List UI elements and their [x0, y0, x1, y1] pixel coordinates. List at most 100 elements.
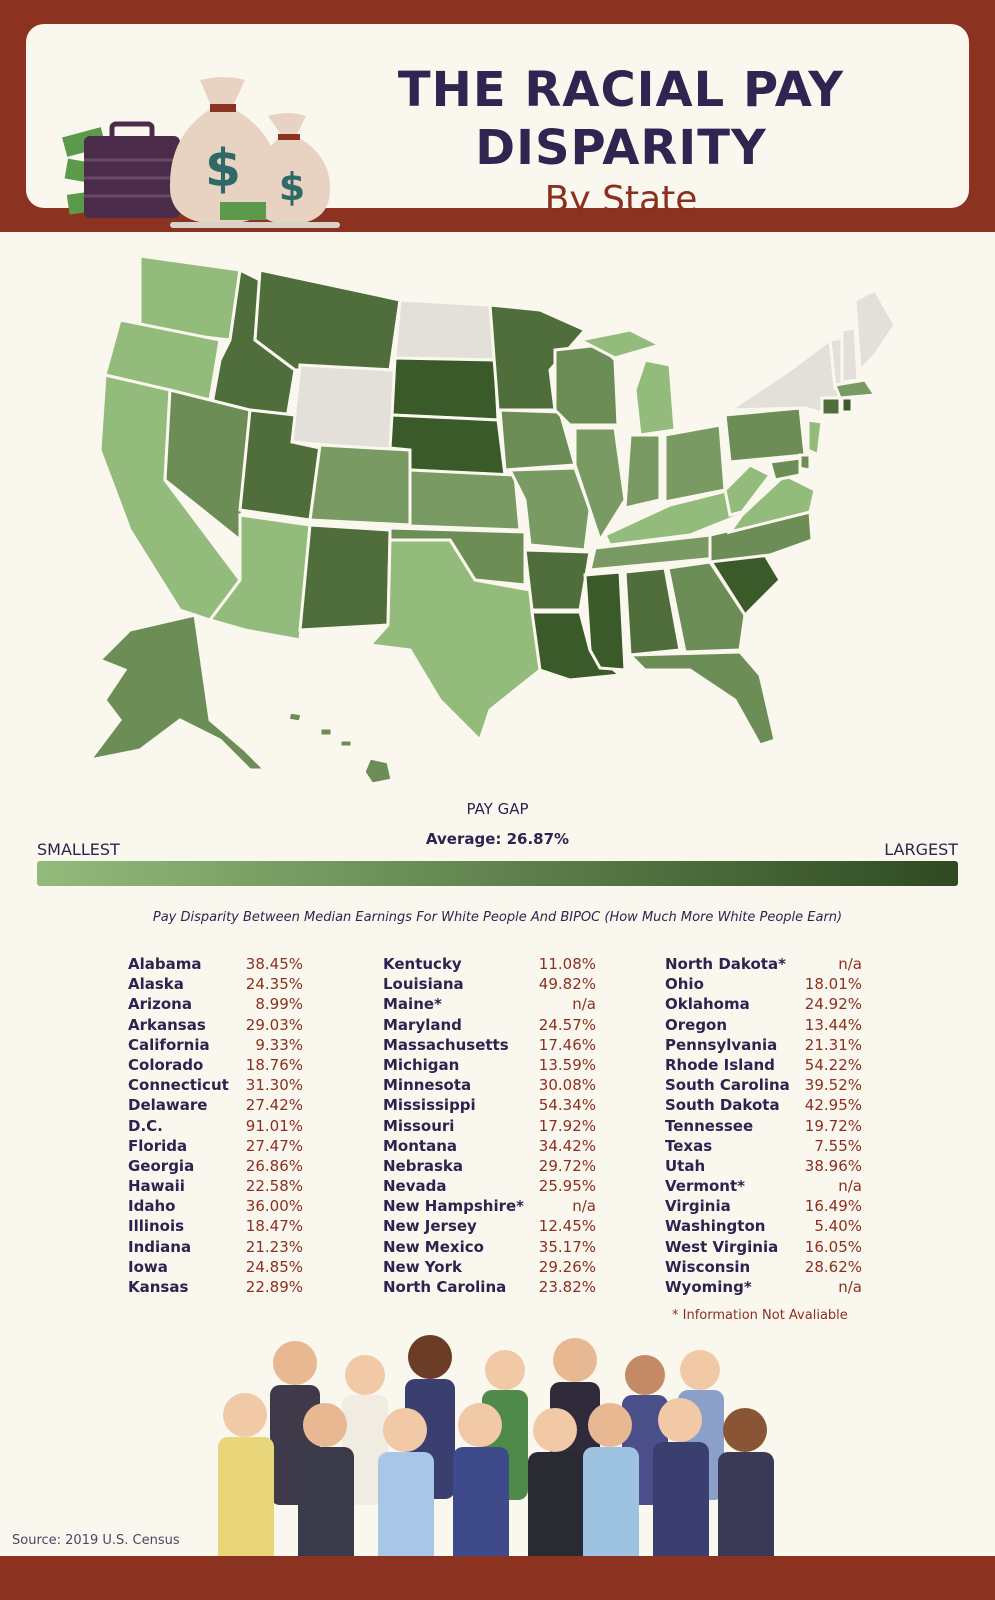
state-row: Oklahoma 24.92%: [665, 994, 862, 1014]
state-row: South Carolina 39.52%: [665, 1075, 862, 1095]
footer-band: [0, 1556, 995, 1600]
state-value: 34.42%: [538, 1136, 596, 1155]
state-name: Idaho: [128, 1197, 176, 1216]
state-row: Virginia 16.49%: [665, 1196, 862, 1216]
state-name: Illinois: [128, 1217, 185, 1236]
state-value: n/a: [838, 1278, 862, 1296]
table-caption: Pay Disparity Between Median Earnings Fo…: [152, 910, 843, 925]
state-name: Tennessee: [665, 1116, 754, 1135]
state-name: Georgia: [128, 1156, 195, 1175]
state-row: Nevada 25.95%: [383, 1176, 596, 1196]
state-row: Tennessee 19.72%: [665, 1116, 862, 1136]
state-name: Colorado: [128, 1055, 204, 1074]
state-value: 22.89%: [245, 1278, 303, 1296]
state-column-3: North Dakota* n/a Ohio 18.01% Oklahoma 24.92%…: [665, 954, 862, 1297]
state-name: Massachusetts: [383, 1035, 509, 1054]
state-row: Iowa 24.85%: [128, 1257, 303, 1277]
legend-gradient-bar: [37, 861, 958, 886]
state-row: South Dakota 42.95%: [665, 1095, 862, 1115]
state-value: n/a: [572, 1197, 596, 1216]
svg-text:$: $: [205, 139, 241, 199]
state-value: 13.59%: [538, 1055, 596, 1074]
state-value: 54.34%: [538, 1096, 596, 1115]
state-kansas: [408, 468, 522, 532]
state-georgia: [666, 560, 747, 654]
state-row: Michigan 13.59%: [383, 1055, 596, 1075]
state-row: Washington 5.40%: [665, 1216, 862, 1236]
state-value: 27.47%: [245, 1136, 303, 1155]
state-value: 38.45%: [245, 955, 303, 973]
state-name: Hawaii: [128, 1177, 185, 1196]
state-wyoming: [290, 363, 397, 452]
state-value: 38.96%: [804, 1156, 862, 1175]
state-name: Ohio: [665, 975, 704, 994]
state-name: Montana: [383, 1136, 458, 1155]
people-illustration: [218, 1335, 774, 1600]
state-name: Kansas: [128, 1278, 189, 1296]
state-row: Kentucky 11.08%: [383, 954, 596, 974]
state-value: 16.49%: [804, 1197, 862, 1216]
state-row: North Dakota* n/a: [665, 954, 862, 974]
state-row: Arkansas 29.03%: [128, 1015, 303, 1035]
state-row: Illinois 18.47%: [128, 1216, 303, 1236]
state-name: North Dakota*: [665, 955, 786, 973]
state-row: Georgia 26.86%: [128, 1156, 303, 1176]
legend-high-label: LARGEST: [884, 840, 958, 859]
state-name: Texas: [665, 1136, 713, 1155]
legend-average: Average: 26.87%: [425, 830, 570, 848]
state-value: 17.92%: [538, 1116, 596, 1135]
state-name: Florida: [128, 1136, 188, 1155]
state-minnesota: [488, 303, 588, 412]
state-row: Delaware 27.42%: [128, 1095, 303, 1115]
state-value: 11.08%: [538, 955, 596, 973]
money-bags-illustration: $ $: [62, 77, 340, 228]
state-row: Rhode Island 54.22%: [665, 1055, 862, 1075]
state-name: Arkansas: [128, 1015, 206, 1034]
state-row: Utah 38.96%: [665, 1156, 862, 1176]
title-card: $ $ THE RACIAL PAY DISPARITY By State: [26, 24, 969, 228]
state-value: 26.86%: [245, 1156, 303, 1175]
state-value: 12.45%: [538, 1217, 596, 1236]
us-choropleth-map: [86, 254, 897, 786]
state-west-virginia: [723, 463, 773, 517]
state-south-dakota: [390, 356, 500, 422]
state-michigan: [633, 358, 677, 437]
state-row: Arizona 8.99%: [128, 994, 303, 1014]
subtitle: By State: [544, 179, 698, 220]
state-texas: [366, 538, 542, 743]
state-row: Wisconsin 28.62%: [665, 1257, 862, 1277]
state-hawaii-1: [286, 710, 304, 724]
state-name: Missouri: [383, 1116, 455, 1135]
state-name: Delaware: [128, 1096, 208, 1115]
state-value: 19.72%: [804, 1116, 862, 1135]
state-value: 8.99%: [255, 995, 303, 1014]
state-name: New Mexico: [383, 1237, 484, 1256]
state-value: 29.03%: [245, 1015, 303, 1034]
state-row: Alaska 24.35%: [128, 974, 303, 994]
state-row: New Hampshire* n/a: [383, 1196, 596, 1216]
state-ohio: [663, 423, 727, 504]
state-name: New York: [383, 1257, 462, 1276]
state-row: New Jersey 12.45%: [383, 1216, 596, 1236]
state-indiana: [623, 433, 662, 510]
state-virginia: [726, 473, 817, 535]
state-value: 21.31%: [804, 1035, 862, 1054]
state-row: New York 29.26%: [383, 1257, 596, 1277]
state-value: 16.05%: [804, 1237, 862, 1256]
title-line-2: DISPARITY: [475, 120, 767, 176]
state-value: 49.82%: [538, 975, 596, 994]
state-name: Vermont*: [665, 1177, 745, 1196]
state-name: Washington: [665, 1217, 766, 1236]
state-value: 29.26%: [538, 1257, 596, 1276]
state-row: Minnesota 30.08%: [383, 1075, 596, 1095]
state-name: Nebraska: [383, 1156, 464, 1175]
state-row: D.C. 91.01%: [128, 1116, 303, 1136]
state-new-hampshire: [840, 326, 860, 384]
state-mississippi: [583, 570, 627, 672]
state-name: Wyoming*: [665, 1278, 752, 1296]
state-row: Connecticut 31.30%: [128, 1075, 303, 1095]
state-value: n/a: [838, 955, 862, 973]
state-value: 35.17%: [538, 1237, 596, 1256]
state-name: Pennsylvania: [665, 1035, 778, 1054]
state-row: Maryland 24.57%: [383, 1015, 596, 1035]
